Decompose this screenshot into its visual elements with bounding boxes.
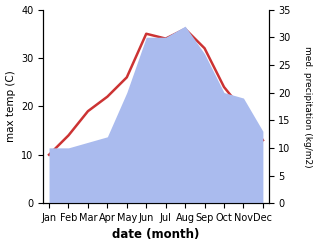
Y-axis label: med. precipitation (kg/m2): med. precipitation (kg/m2): [303, 45, 313, 167]
X-axis label: date (month): date (month): [112, 228, 200, 242]
Y-axis label: max temp (C): max temp (C): [5, 70, 16, 142]
